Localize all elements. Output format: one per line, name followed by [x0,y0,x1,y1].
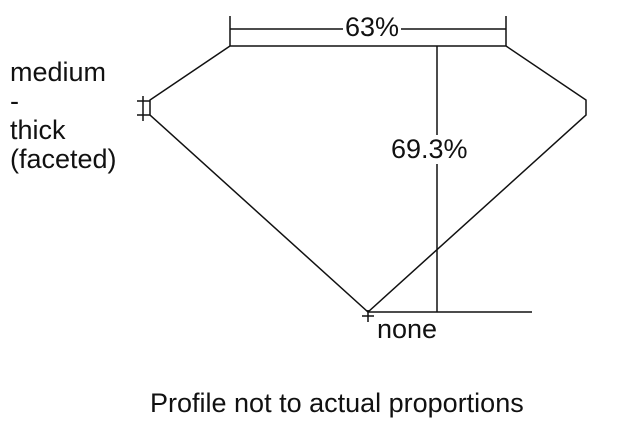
table-percent-label: 63% [343,12,402,42]
girdle-label-line: (faceted) [10,144,117,174]
culet-label: none [377,314,438,344]
depth-percent-label: 69.3% [390,134,469,164]
girdle-label: medium - thick (faceted) [10,58,117,174]
girdle-label-line: thick [10,115,66,145]
girdle-label-line: - [10,86,19,116]
proportions-note: Profile not to actual proportions [150,388,524,418]
girdle-label-line: medium [10,57,107,87]
gem-outline [149,45,587,314]
